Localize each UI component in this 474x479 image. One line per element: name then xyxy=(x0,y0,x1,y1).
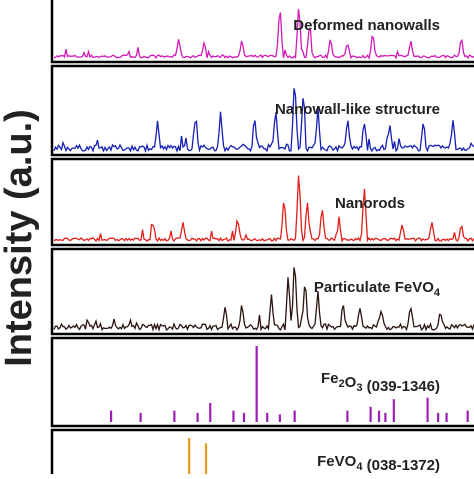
panel-3-label: Nanorods xyxy=(335,195,405,212)
panel-frame xyxy=(50,336,474,428)
panel-frame xyxy=(50,0,474,64)
panel-nanorods: Nanorods xyxy=(50,157,474,247)
panel-fevo-038-1372: FeVO4 (038-1372) xyxy=(50,428,474,479)
panel-frame xyxy=(50,64,474,157)
panels: Deformed nanowalls Nanowall-like structur… xyxy=(50,0,474,479)
panel-nanowall-like-structure: Nanowall-like structure xyxy=(50,64,474,157)
series-line xyxy=(53,267,474,333)
panel-frame xyxy=(50,157,474,247)
panel-particulate-fevo: Particulate FeVO4 xyxy=(50,247,474,336)
panel-6-label: FeVO4 (038-1372) xyxy=(317,453,440,474)
series-line xyxy=(53,8,474,60)
panel-5-label: Fe2O3 (039-1346) xyxy=(321,370,440,395)
panel-deformed-nanowalls: Deformed nanowalls xyxy=(50,0,474,64)
panel-fe-o-039-1346: Fe2O3 (039-1346) xyxy=(50,336,474,428)
y-axis-label: Intensity (a.u.) xyxy=(0,109,40,367)
series-line xyxy=(53,88,474,154)
panel-4-label: Particulate FeVO4 xyxy=(314,279,441,299)
panel-1-label: Deformed nanowalls xyxy=(293,17,440,34)
panel-frame xyxy=(50,247,474,336)
panel-2-label: Nanowall-like structure xyxy=(275,101,440,118)
series-line xyxy=(53,175,474,243)
